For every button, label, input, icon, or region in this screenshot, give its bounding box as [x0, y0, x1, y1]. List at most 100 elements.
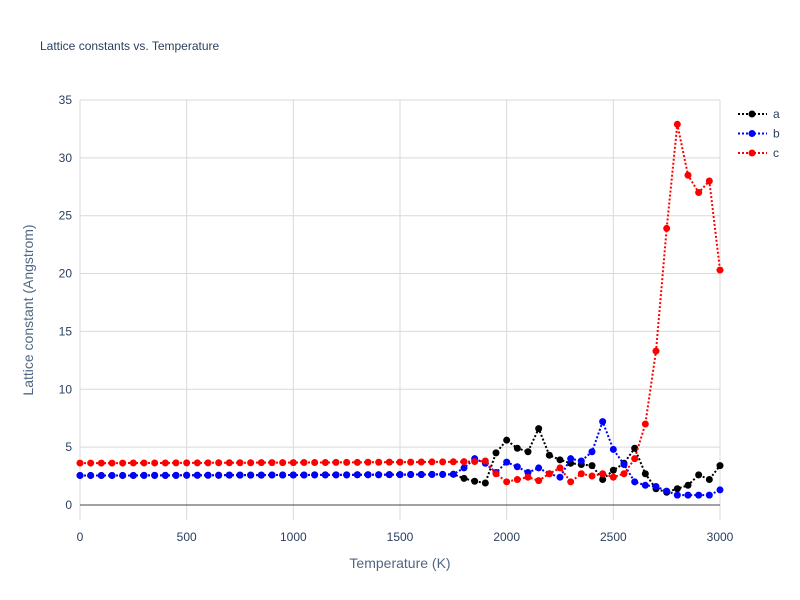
data-point-c: [631, 455, 639, 463]
data-point-a: [492, 449, 500, 457]
data-point-c: [492, 470, 500, 478]
data-point-b: [428, 470, 436, 478]
data-point-c: [375, 458, 383, 466]
data-point-c: [236, 459, 244, 467]
data-point-c: [140, 459, 148, 467]
data-point-c: [321, 458, 329, 466]
data-point-b: [556, 473, 564, 481]
data-point-c: [609, 473, 617, 481]
data-point-a: [641, 470, 649, 478]
data-point-b: [609, 445, 617, 453]
data-point-b: [407, 471, 415, 479]
data-point-c: [673, 120, 681, 128]
data-point-c: [417, 458, 425, 466]
data-point-c: [663, 224, 671, 232]
series-b: [76, 418, 724, 499]
data-point-c: [119, 459, 127, 467]
data-point-a: [695, 471, 703, 479]
data-point-b: [311, 471, 319, 479]
data-point-c: [460, 458, 468, 466]
chart-title: Lattice constants vs. Temperature: [40, 39, 220, 53]
data-point-b: [193, 471, 201, 479]
data-point-c: [567, 478, 575, 486]
grid-layer: [79, 99, 721, 520]
data-point-c: [396, 458, 404, 466]
legend-item-c[interactable]: c: [738, 146, 779, 160]
data-point-b: [364, 471, 372, 479]
data-point-c: [193, 459, 201, 467]
y-tick-label: 0: [65, 498, 72, 512]
data-point-c: [257, 459, 265, 467]
legend-item-b[interactable]: b: [738, 127, 780, 141]
data-point-b: [225, 471, 233, 479]
data-point-c: [183, 459, 191, 467]
data-point-c: [428, 458, 436, 466]
data-point-b: [577, 457, 585, 465]
data-point-b: [631, 478, 639, 486]
data-point-c: [535, 477, 543, 485]
series-c: [76, 120, 724, 486]
data-point-b: [119, 471, 127, 479]
data-point-b: [567, 455, 575, 463]
data-point-c: [641, 420, 649, 428]
data-point-c: [161, 459, 169, 467]
data-point-b: [684, 491, 692, 499]
legend[interactable]: abc: [738, 107, 780, 160]
data-point-c: [471, 458, 479, 466]
data-point-b: [108, 471, 116, 479]
data-point-c: [172, 459, 180, 467]
data-point-c: [225, 459, 233, 467]
data-point-a: [460, 474, 468, 482]
x-axis-label: Temperature (K): [349, 555, 450, 571]
data-point-a: [716, 462, 724, 470]
legend-item-a[interactable]: a: [738, 107, 780, 121]
data-point-b: [705, 491, 713, 499]
data-point-c: [87, 459, 95, 467]
data-point-b: [385, 471, 393, 479]
data-point-b: [279, 471, 287, 479]
data-point-a: [588, 462, 596, 470]
x-tick-label: 1000: [280, 530, 307, 544]
data-point-c: [364, 458, 372, 466]
data-point-c: [513, 476, 521, 484]
data-point-a: [545, 451, 553, 459]
data-point-c: [215, 459, 223, 467]
data-point-c: [652, 347, 660, 355]
data-point-a: [609, 466, 617, 474]
data-point-b: [396, 471, 404, 479]
data-point-a: [481, 479, 489, 487]
data-point-a: [673, 485, 681, 493]
data-point-b: [353, 471, 361, 479]
data-point-b: [204, 471, 212, 479]
data-point-b: [332, 471, 340, 479]
x-tick-label: 3000: [707, 530, 734, 544]
y-tick-label: 5: [65, 440, 72, 454]
data-point-b: [652, 482, 660, 490]
data-point-c: [385, 458, 393, 466]
data-point-c: [524, 473, 532, 481]
data-point-c: [481, 457, 489, 465]
y-tick-label: 25: [59, 209, 73, 223]
data-point-c: [204, 459, 212, 467]
data-point-c: [343, 458, 351, 466]
data-point-b: [599, 418, 607, 426]
data-point-b: [503, 458, 511, 466]
data-point-b: [268, 471, 276, 479]
data-point-b: [151, 471, 159, 479]
data-point-c: [76, 459, 84, 467]
data-point-b: [247, 471, 255, 479]
data-point-a: [503, 436, 511, 444]
x-tick-label: 1500: [387, 530, 414, 544]
data-point-c: [545, 470, 553, 478]
y-tick-label: 35: [59, 93, 73, 107]
data-point-a: [599, 476, 607, 484]
data-point-c: [108, 459, 116, 467]
data-point-c: [684, 171, 692, 179]
data-point-c: [620, 470, 628, 478]
data-point-c: [247, 459, 255, 467]
legend-marker-icon: [748, 149, 756, 157]
legend-marker-icon: [748, 110, 756, 118]
data-point-b: [97, 471, 105, 479]
data-point-b: [535, 464, 543, 472]
data-point-c: [439, 458, 447, 466]
